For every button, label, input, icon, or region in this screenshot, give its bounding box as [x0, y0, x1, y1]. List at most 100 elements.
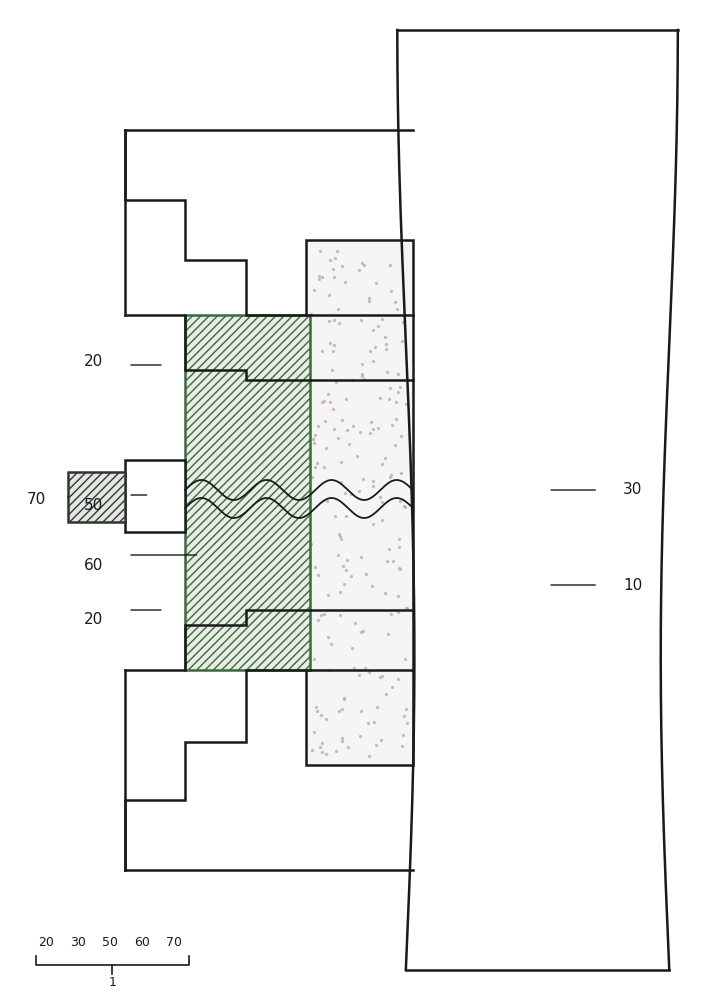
Point	[332, 430, 343, 446]
Point	[330, 743, 342, 759]
Point	[308, 282, 320, 298]
Point	[379, 450, 391, 466]
Point	[363, 293, 375, 309]
Point	[400, 600, 412, 616]
Point	[391, 301, 402, 317]
Point	[384, 469, 395, 485]
Point	[327, 261, 338, 277]
Point	[397, 727, 409, 743]
Point	[392, 671, 404, 687]
Point	[364, 748, 375, 764]
Point	[389, 294, 401, 310]
Point	[400, 701, 412, 717]
Text: 30: 30	[623, 483, 642, 497]
Text: 20: 20	[84, 612, 103, 628]
Point	[364, 664, 375, 680]
Point	[390, 411, 402, 427]
Point	[389, 437, 401, 453]
Point	[360, 660, 371, 676]
Point	[393, 560, 404, 576]
Point	[333, 703, 345, 719]
Point	[385, 283, 397, 299]
Point	[384, 257, 396, 273]
Point	[318, 393, 330, 409]
Point	[308, 435, 320, 451]
Point	[360, 566, 371, 582]
Text: 70: 70	[27, 492, 46, 508]
Point	[355, 549, 367, 565]
Point	[372, 318, 384, 334]
Point	[310, 699, 322, 715]
Point	[330, 508, 341, 524]
Point	[379, 585, 390, 601]
Point	[385, 467, 397, 483]
Point	[377, 512, 388, 528]
Point	[363, 715, 375, 731]
Point	[372, 699, 383, 715]
Point	[328, 421, 340, 437]
Point	[314, 739, 325, 755]
Point	[318, 606, 330, 622]
Point	[356, 368, 367, 384]
Point	[311, 455, 323, 471]
Point	[320, 440, 332, 456]
Point	[329, 250, 340, 266]
Text: 1: 1	[108, 976, 116, 988]
Point	[355, 424, 366, 440]
Point	[357, 623, 369, 639]
Point	[367, 516, 378, 532]
Bar	[306, 240, 413, 765]
Point	[347, 418, 359, 434]
Point	[377, 494, 388, 510]
Point	[367, 478, 379, 494]
Point	[382, 364, 393, 380]
Point	[312, 418, 323, 434]
Point	[346, 568, 357, 584]
Point	[380, 686, 392, 702]
Point	[323, 662, 335, 678]
Point	[309, 651, 320, 667]
Point	[341, 562, 352, 578]
Point	[335, 584, 346, 600]
Polygon shape	[397, 30, 678, 970]
Point	[395, 465, 407, 481]
Point	[315, 707, 327, 723]
Point	[308, 431, 319, 447]
Point	[353, 483, 365, 499]
Point	[305, 536, 317, 552]
Point	[365, 343, 376, 359]
Point	[330, 374, 342, 390]
Point	[328, 337, 340, 353]
Point	[312, 567, 323, 583]
Point	[382, 626, 393, 642]
Point	[368, 714, 379, 730]
Point	[372, 420, 383, 436]
Point	[323, 287, 335, 303]
Point	[375, 669, 386, 685]
Point	[305, 306, 317, 322]
Point	[375, 489, 386, 505]
Point	[320, 711, 332, 727]
Text: 50: 50	[84, 497, 103, 512]
Point	[347, 640, 358, 656]
Text: 50: 50	[103, 936, 118, 948]
Point	[327, 401, 338, 417]
Point	[392, 366, 403, 382]
Point	[376, 456, 387, 472]
Point	[313, 271, 325, 287]
Point	[324, 335, 335, 351]
Point	[365, 425, 376, 441]
Point	[333, 315, 345, 331]
Point	[386, 679, 397, 695]
Point	[355, 703, 367, 719]
Text: 30: 30	[70, 936, 86, 948]
Point	[337, 733, 348, 749]
Point	[307, 469, 318, 485]
Point	[308, 724, 319, 740]
Point	[335, 607, 346, 623]
Point	[367, 473, 379, 489]
Point	[310, 559, 321, 575]
Point	[376, 311, 387, 327]
Point	[387, 553, 398, 569]
Point	[400, 396, 412, 412]
